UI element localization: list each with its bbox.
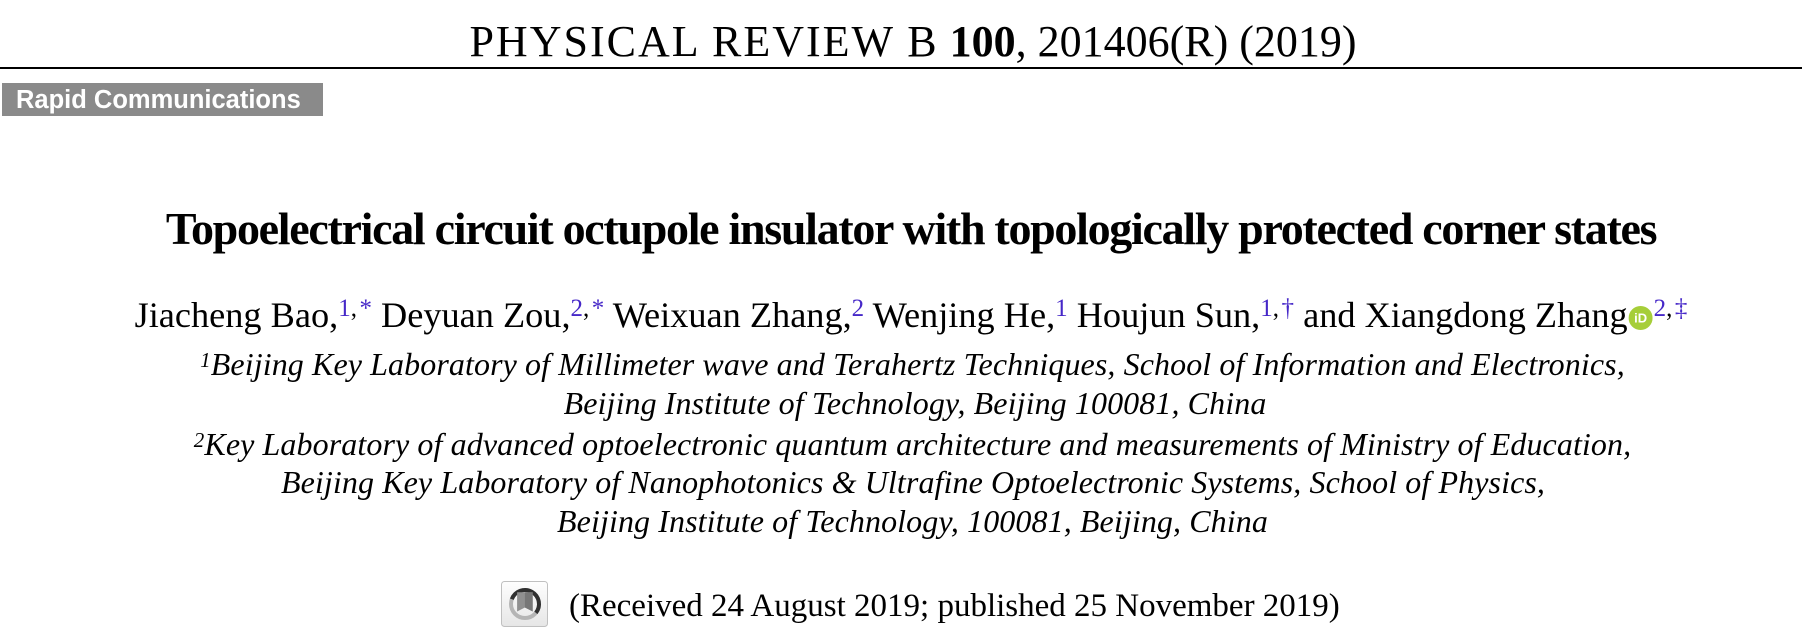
svg-text:iD: iD <box>1634 311 1647 326</box>
